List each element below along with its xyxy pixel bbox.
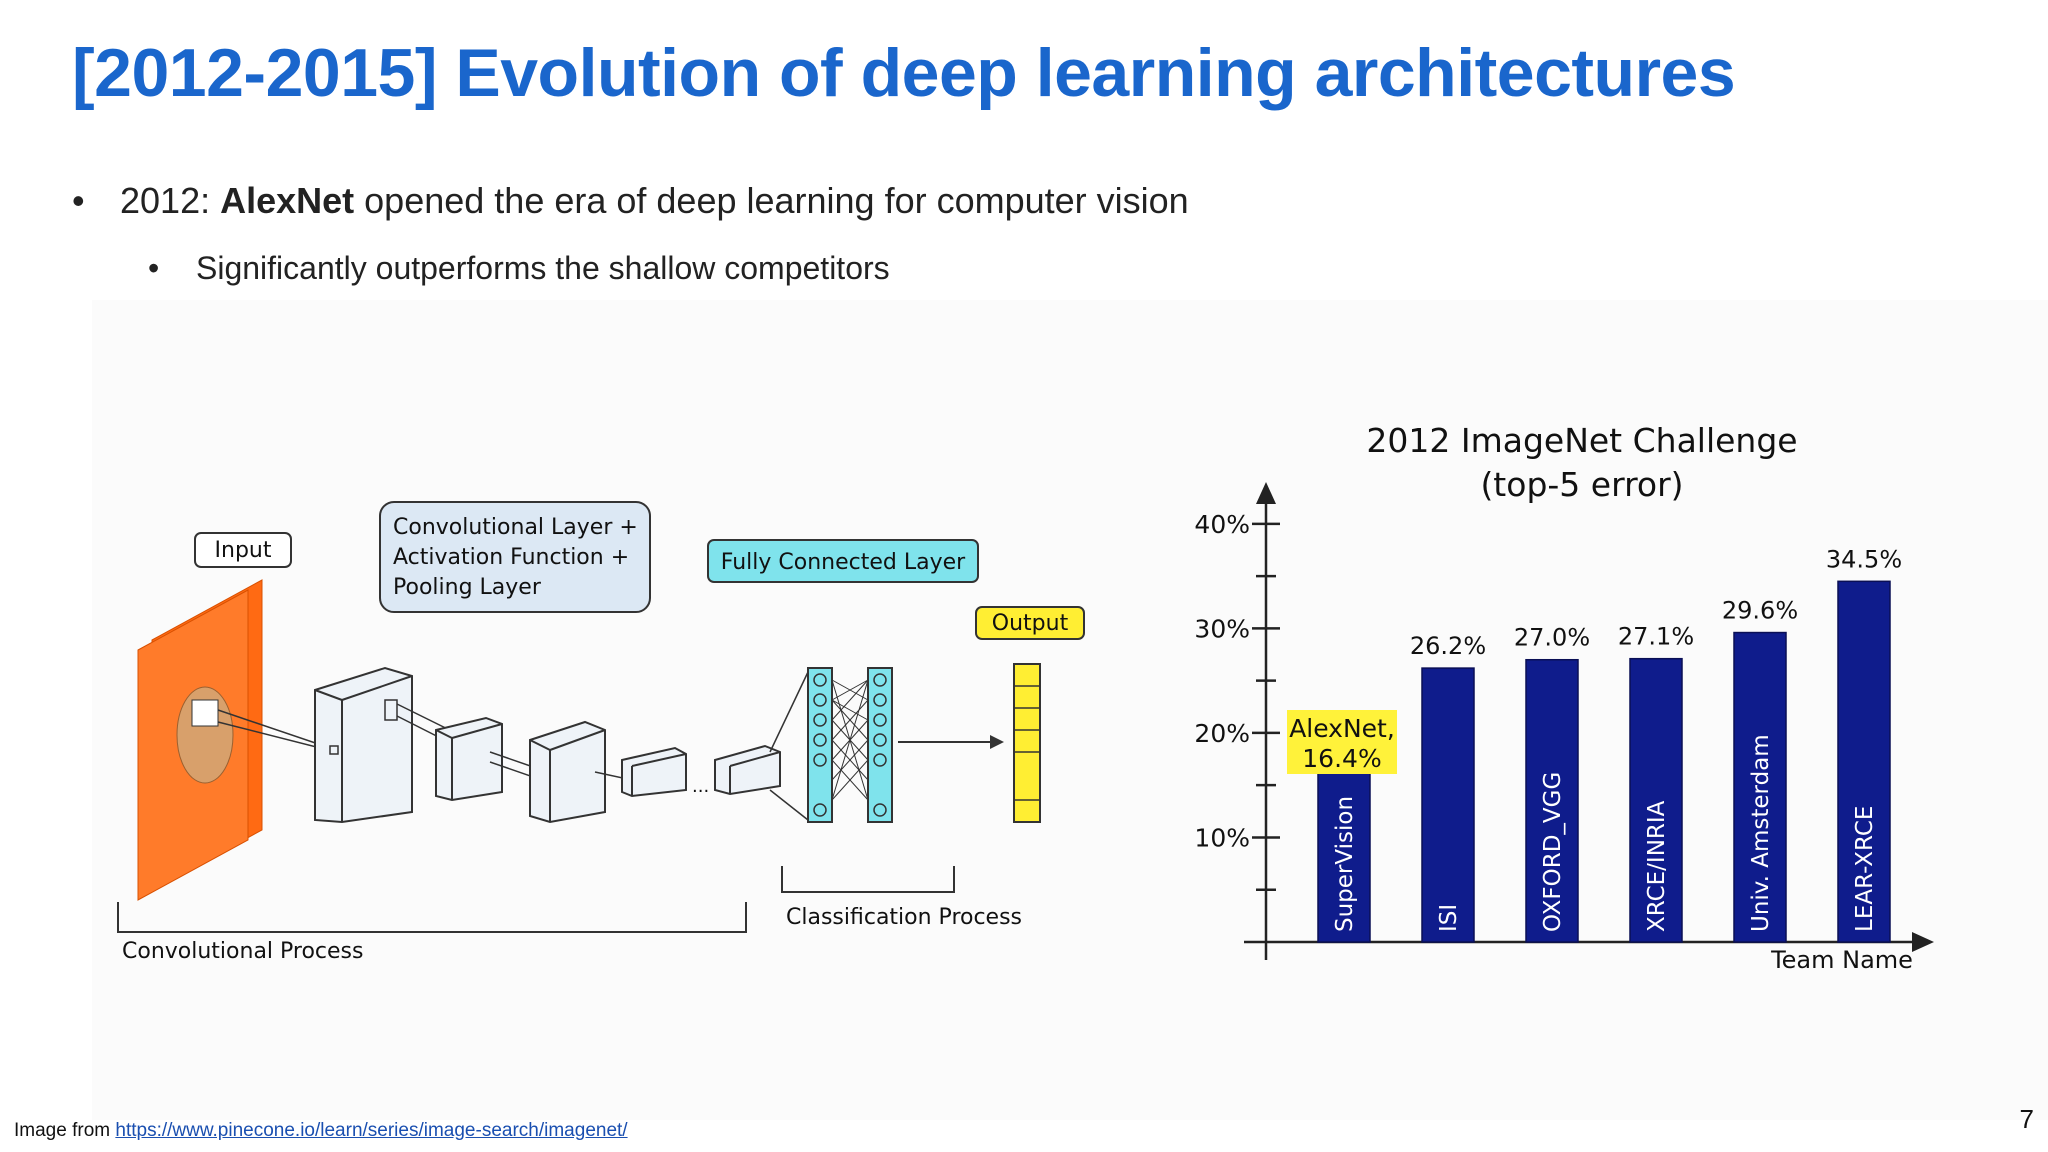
bullet-dot: • xyxy=(72,180,85,221)
conv-block-2-edge xyxy=(435,729,453,739)
y-tick-label: 10% xyxy=(1194,823,1250,852)
bar-category-label: OXFORD_VGG xyxy=(1540,772,1566,932)
input-label-box xyxy=(194,532,292,568)
conv-block-3-edge xyxy=(529,739,551,751)
bullet-alexnet: • 2012: AlexNet opened the era of deep le… xyxy=(72,180,1189,222)
output-label-box xyxy=(975,606,1085,640)
conv-box-line3: Pooling Layer xyxy=(393,575,542,600)
bars: SuperVision ISI 26.2% OXFORD_VGG 27.0% XRCE/I… xyxy=(1317,545,1902,943)
bullet-text: opened the era of deep learning for comp… xyxy=(354,180,1189,221)
sub-bullet-dot: • xyxy=(148,250,160,286)
bar xyxy=(1733,631,1787,943)
bar-value-label: 27.1% xyxy=(1618,623,1694,651)
chart-subtitle: (top-5 error) xyxy=(1480,465,1683,504)
bar-value-label: 34.5% xyxy=(1826,545,1902,573)
bar xyxy=(1317,769,1371,943)
caption-prefix: Image from xyxy=(14,1120,116,1141)
class-process-bracket xyxy=(781,866,955,893)
bar xyxy=(1629,657,1683,943)
output-arrowhead xyxy=(990,735,1004,749)
conv-block-4-edge xyxy=(631,753,687,767)
ellipsis-conv: ... xyxy=(692,776,709,797)
bar-category-label: LEAR-XRCE xyxy=(1852,806,1878,932)
output-layer xyxy=(1013,663,1041,823)
x-axis-arrow xyxy=(1912,932,1934,952)
alexnet-figure: Input Convolutional Layer + Activation F… xyxy=(92,300,2048,1120)
conv-kernel-1b xyxy=(384,699,398,721)
conv-block-5-edge xyxy=(729,751,781,767)
output-cells xyxy=(1014,685,1040,801)
y-ticks: 10% 20% 30% 40% xyxy=(1194,510,1280,891)
bar-category-label: Univ. Amsterdam xyxy=(1748,734,1774,932)
figure-background xyxy=(92,300,2048,1120)
bar-value-label: 26.2% xyxy=(1410,632,1486,660)
conv-block-4 xyxy=(621,746,687,798)
conv-layer-box xyxy=(379,501,651,613)
conv-process-label: Convolutional Process xyxy=(122,939,363,964)
conv-block-2 xyxy=(435,716,503,802)
conv-kernel-1 xyxy=(329,745,339,755)
bar-category-label: SuperVision xyxy=(1332,796,1358,932)
sub-bullet-text: Significantly outperforms the shallow co… xyxy=(196,250,890,286)
conv-block-2-edge xyxy=(451,723,503,739)
conv-process-bracket xyxy=(117,902,747,933)
bullet-prefix: 2012: xyxy=(120,180,221,221)
fc-label: Fully Connected Layer xyxy=(721,550,966,575)
fc-connections xyxy=(831,679,869,801)
conv-block-1 xyxy=(314,666,413,824)
bar-chart: 2012 ImageNet Challenge (top-5 error) 10… xyxy=(1194,421,1934,974)
class-process-label: Classification Process xyxy=(786,905,1022,930)
bar-value-label: 27.0% xyxy=(1514,624,1590,652)
slide-title: [2012-2015] Evolution of deep learning a… xyxy=(72,35,1736,111)
sub-bullet: • Significantly outperforms the shallow c… xyxy=(148,250,890,287)
bar-category-label: XRCE/INRIA xyxy=(1644,800,1670,932)
bar-category-label: ISI xyxy=(1436,904,1462,932)
conv-block-1-edge xyxy=(314,689,343,701)
conv-box-line1: Convolutional Layer + xyxy=(393,515,638,540)
fc-label-box xyxy=(707,539,979,583)
caption-link[interactable]: https://www.pinecone.io/learn/series/ima… xyxy=(115,1120,628,1141)
conv-box-line2: Activation Function + xyxy=(393,545,629,570)
bar xyxy=(1525,658,1579,943)
conv-block-3 xyxy=(529,720,606,824)
cnn-diagram: Input Convolutional Layer + Activation F… xyxy=(117,501,1085,964)
y-axis-arrow xyxy=(1256,482,1276,504)
alexnet-highlight-line2: 16.4% xyxy=(1302,744,1381,773)
chart-title: 2012 ImageNet Challenge xyxy=(1366,421,1797,460)
image-caption: Image from https://www.pinecone.io/learn… xyxy=(14,1120,628,1142)
input-window xyxy=(191,699,219,727)
page-number: 7 xyxy=(2019,1104,2034,1134)
fc-neurons xyxy=(813,673,887,817)
y-tick-label: 20% xyxy=(1194,719,1250,748)
bullet-bold-alexnet: AlexNet xyxy=(220,180,355,221)
y-tick-label: 30% xyxy=(1194,614,1250,643)
conv-block-3-edge xyxy=(549,729,606,751)
bar xyxy=(1421,667,1475,943)
conv-block-1-edge xyxy=(341,675,413,701)
input-label: Input xyxy=(215,538,272,563)
projection-line xyxy=(769,671,809,753)
y-tick-label: 40% xyxy=(1194,510,1250,539)
bar xyxy=(1837,580,1891,943)
alexnet-highlight-box xyxy=(1287,710,1397,774)
x-axis-label: Team Name xyxy=(1770,946,1913,974)
bar-value-label: 29.6% xyxy=(1722,597,1798,625)
conv-block-5 xyxy=(714,744,781,796)
projection-line xyxy=(769,789,809,821)
output-label: Output xyxy=(992,611,1069,636)
alexnet-highlight-line1: AlexNet, xyxy=(1289,714,1395,743)
